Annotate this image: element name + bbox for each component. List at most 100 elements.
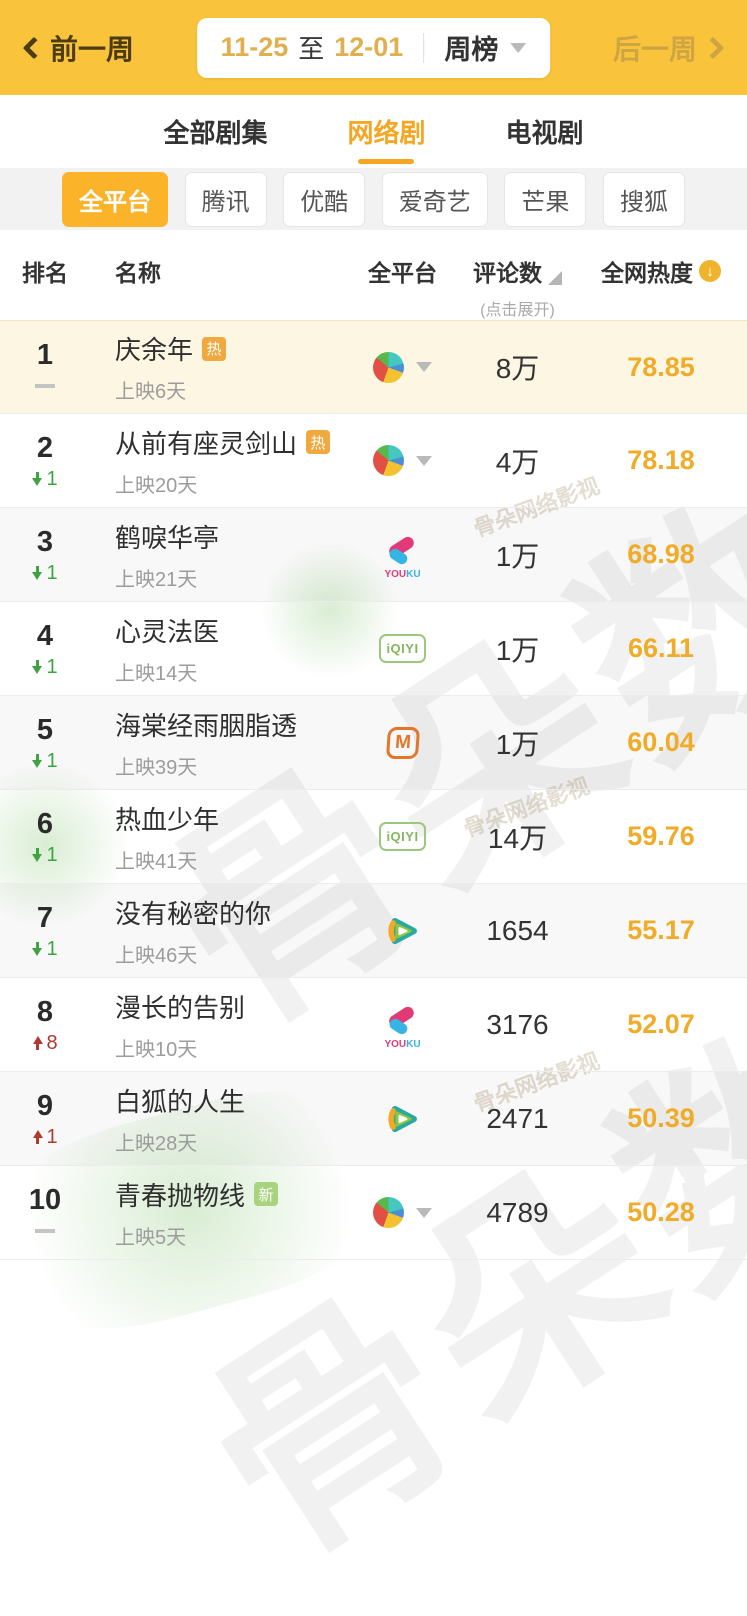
rank-number: 5 <box>36 714 54 746</box>
divider <box>423 32 425 63</box>
rank-number: 9 <box>36 1090 54 1122</box>
drama-title[interactable]: 青春抛物线 <box>115 1180 246 1211</box>
status-badge: 热 <box>202 336 227 361</box>
rank-unchanged-dash <box>35 383 55 388</box>
all-platforms-pie-icon <box>373 351 404 383</box>
iqiyi-icon: iQIYI <box>379 634 426 663</box>
chevron-down-icon <box>416 1207 432 1218</box>
platform-filter-bar: 全平台 腾讯 优酷 爱奇艺 芒果 搜狐 <box>0 168 747 230</box>
platform-cell[interactable] <box>345 445 460 476</box>
comments-expand-hint: (点击展开) <box>480 302 555 319</box>
days-on-air: 上映20天 <box>115 474 198 497</box>
rank-number: 6 <box>36 808 54 840</box>
period-dropdown[interactable]: 周榜 <box>444 35 499 65</box>
days-on-air: 上映5天 <box>115 1226 187 1249</box>
column-header-comments[interactable]: 评论数 (点击展开) <box>460 254 575 320</box>
rank-change-value: 8 <box>46 1031 58 1054</box>
days-on-air: 上映39天 <box>115 756 198 779</box>
heat-score: 55.17 <box>627 915 695 945</box>
table-row[interactable]: 3 1 鹤唳华亭 上映21天 YOUKU 1万 68.98 <box>0 508 747 602</box>
table-row[interactable]: 9 1 白狐的人生 上映28天 2471 50.39 <box>0 1072 747 1166</box>
table-row[interactable]: 6 1 热血少年 上映41天 iQIYI 14万 59.76 <box>0 790 747 884</box>
drama-title[interactable]: 海棠经雨胭脂透 <box>115 710 298 741</box>
status-badge: 热 <box>306 430 331 454</box>
rank-change-indicator: 1 <box>0 938 90 960</box>
ranking-list: 1 庆余年 热 上映6天 8万 78.85 2 1 从前有座灵剑山 热 上映20… <box>0 320 747 1260</box>
filter-button-iqiyi[interactable]: 爱奇艺 <box>381 171 488 227</box>
platform-cell[interactable] <box>345 1101 460 1137</box>
drama-title[interactable]: 漫长的告别 <box>115 992 246 1023</box>
date-range-selector[interactable]: 11-25 至 12-01 周榜 <box>196 17 551 78</box>
heat-score: 68.98 <box>627 539 695 569</box>
table-row[interactable]: 10 青春抛物线 新 上映5天 4789 50.28 <box>0 1166 747 1260</box>
days-on-air: 上映6天 <box>115 381 187 403</box>
rank-up-arrow-icon <box>32 1036 43 1050</box>
platform-cell[interactable]: iQIYI <box>345 634 460 663</box>
platform-cell[interactable]: YOUKU <box>345 1002 460 1050</box>
table-row[interactable]: 1 庆余年 热 上映6天 8万 78.85 <box>0 320 747 414</box>
rank-down-arrow-icon <box>32 472 43 486</box>
filter-button-mango[interactable]: 芒果 <box>504 171 587 227</box>
filter-button-youku[interactable]: 优酷 <box>283 171 366 227</box>
heat-score: 60.04 <box>627 727 695 757</box>
rank-change-indicator: 1 <box>0 750 90 772</box>
drama-title[interactable]: 鹤唳华亭 <box>115 522 220 553</box>
tab-web-series[interactable]: 网络剧 <box>343 99 429 164</box>
chevron-left-icon <box>22 36 46 59</box>
table-row[interactable]: 2 1 从前有座灵剑山 热 上映20天 4万 78.18 <box>0 414 747 508</box>
rank-down-arrow-icon <box>32 942 43 956</box>
heat-score: 59.76 <box>627 821 695 851</box>
days-on-air: 上映46天 <box>115 944 198 967</box>
table-row[interactable]: 8 8 漫长的告别 上映10天 YOUKU 3176 52.07 <box>0 978 747 1072</box>
rank-change-indicator: 1 <box>0 562 90 584</box>
rank-change-indicator <box>0 1223 90 1239</box>
comment-count: 14万 <box>487 822 548 854</box>
youku-icon: YOUKU <box>379 532 427 580</box>
rank-change-indicator: 1 <box>0 1126 90 1148</box>
table-row[interactable]: 4 1 心灵法医 上映14天 iQIYI 1万 66.11 <box>0 602 747 696</box>
rank-change-value: 1 <box>46 655 58 678</box>
comments-header-label: 评论数 <box>473 260 542 286</box>
column-header-heat[interactable]: 全网热度 ↓ <box>575 254 747 288</box>
drama-title[interactable]: 从前有座灵剑山 <box>115 428 298 459</box>
tab-tv-series[interactable]: 电视剧 <box>505 118 584 148</box>
heat-score: 50.39 <box>627 1103 695 1133</box>
next-week-button[interactable]: 后一周 <box>612 28 725 68</box>
platform-cell[interactable] <box>345 913 460 949</box>
tab-all-series[interactable]: 全部剧集 <box>163 118 268 148</box>
drama-title[interactable]: 白狐的人生 <box>115 1086 246 1117</box>
comment-count: 1万 <box>495 540 540 572</box>
comment-count: 8万 <box>495 353 540 384</box>
heat-score: 50.28 <box>627 1197 695 1227</box>
platform-cell[interactable] <box>345 351 460 383</box>
table-row[interactable]: 5 1 海棠经雨胭脂透 上映39天 M 1万 60.04 <box>0 696 747 790</box>
table-row[interactable]: 7 1 没有秘密的你 上映46天 1654 55.17 <box>0 884 747 978</box>
rank-unchanged-dash <box>35 1229 55 1233</box>
drama-title[interactable]: 心灵法医 <box>115 616 220 647</box>
comment-count: 2471 <box>486 1102 549 1134</box>
drama-title[interactable]: 没有秘密的你 <box>115 898 272 929</box>
drama-title[interactable]: 热血少年 <box>115 804 220 835</box>
days-on-air: 上映14天 <box>115 662 198 685</box>
heat-score: 52.07 <box>627 1009 695 1039</box>
column-header-rank: 排名 <box>22 260 68 286</box>
drama-title[interactable]: 庆余年 <box>115 335 194 365</box>
filter-button-sohu[interactable]: 搜狐 <box>602 171 685 227</box>
rank-change-indicator <box>0 378 90 394</box>
rank-number: 4 <box>36 620 54 652</box>
platform-cell[interactable] <box>345 1197 460 1228</box>
comment-count: 1万 <box>495 728 540 760</box>
filter-button-all-platforms[interactable]: 全平台 <box>62 171 168 227</box>
days-on-air: 上映41天 <box>115 850 198 873</box>
platform-cell[interactable]: iQIYI <box>345 822 460 851</box>
platform-cell[interactable]: M <box>345 726 460 759</box>
rank-change-value: 1 <box>46 843 58 866</box>
comment-count: 1万 <box>495 634 540 666</box>
comment-count: 4万 <box>495 446 540 478</box>
comment-count: 4789 <box>486 1196 549 1228</box>
prev-week-button[interactable]: 前一周 <box>22 28 134 68</box>
heat-score: 78.85 <box>627 351 695 382</box>
platform-cell[interactable]: YOUKU <box>345 532 460 580</box>
filter-button-tencent[interactable]: 腾讯 <box>184 171 267 227</box>
next-week-label: 后一周 <box>612 33 697 65</box>
